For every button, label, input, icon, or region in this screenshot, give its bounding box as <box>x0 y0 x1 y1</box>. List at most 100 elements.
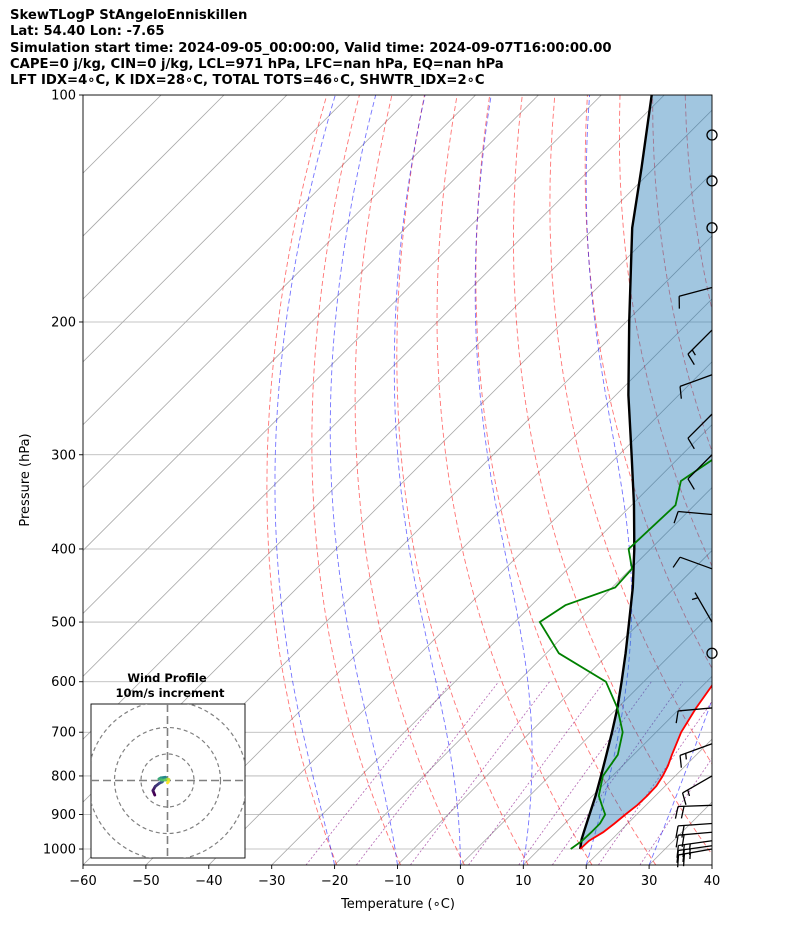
dry-adiabat-line <box>618 95 712 568</box>
barb-flag <box>681 825 685 838</box>
isotherm-line <box>334 487 712 865</box>
background-lines <box>83 95 794 865</box>
barb-flag <box>680 806 685 819</box>
stability-indices: CAPE=0 j/kg, CIN=0 j/kg, LCL=971 hPa, LF… <box>10 56 504 72</box>
wind-barb <box>674 804 713 819</box>
y-tick-label: 300 <box>51 448 76 463</box>
y-tick-label: 600 <box>51 675 76 690</box>
barb-flag <box>673 511 679 524</box>
chart-header: SkewTLogP StAngeloEnniskillen Lat: 54.40… <box>10 8 612 89</box>
x-tick-label: 30 <box>641 874 658 889</box>
barb-shaft <box>679 556 713 570</box>
x-tick-label: 10 <box>515 874 532 889</box>
mixing-ratio-line <box>551 681 684 865</box>
isotherm-line <box>711 864 712 865</box>
dry-adiabat-line <box>549 95 712 765</box>
dry-adiabat-line <box>718 95 794 865</box>
chart-title: SkewTLogP StAngeloEnniskillen <box>10 8 248 23</box>
y-axis-ticks: 100 200 300 400 500 600 700 800 900 1000 <box>43 89 83 858</box>
moist-adiabat-line <box>274 95 336 865</box>
station-coordinates: Lat: 54.40 Lon: -7.65 <box>10 24 165 40</box>
x-tick-label: 0 <box>456 874 464 889</box>
barb-flag <box>681 834 685 847</box>
cape-cin-shading <box>580 95 712 849</box>
isotherm-line <box>397 549 712 865</box>
hodograph-title: Wind Profile <box>127 671 207 685</box>
y-tick-label: 900 <box>51 808 76 823</box>
isotherm-line <box>460 612 712 865</box>
x-tick-label: −30 <box>258 874 285 889</box>
wind-barb <box>706 222 718 234</box>
thermodynamic-indices: LFT IDX=4∘C, K IDX=28∘C, TOTAL TOTS=46∘C… <box>10 73 485 89</box>
dry-adiabat-line <box>266 95 338 865</box>
hodograph-inset: Wind Profile 10m/s increment <box>90 671 246 859</box>
isotherm-line <box>83 95 413 426</box>
parcel-profile-line <box>579 95 653 850</box>
barb-shaft <box>678 286 713 297</box>
barb-shaft <box>682 775 713 794</box>
y-tick-label: 700 <box>51 726 76 741</box>
x-tick-label: −40 <box>195 874 222 889</box>
calm-wind-circle <box>706 647 718 659</box>
mixing-ratio-line <box>410 681 550 865</box>
isotherm-line <box>83 95 539 552</box>
barb-flag <box>674 806 679 819</box>
profile-lines <box>538 95 712 850</box>
barb-half-flag <box>685 753 687 760</box>
barb-half-flag <box>687 789 691 797</box>
barb-half-flag <box>691 597 699 601</box>
barb-flag <box>676 845 679 858</box>
cin-shading <box>580 95 712 849</box>
isotherm-line <box>523 675 712 865</box>
wind-barb <box>676 840 713 858</box>
dry-adiabat-line <box>750 95 794 865</box>
wind-barb <box>687 454 713 490</box>
barb-flag <box>679 386 682 399</box>
dry-adiabat-line <box>783 95 794 865</box>
barb-shaft <box>678 510 713 516</box>
moist-adiabat-line <box>585 95 633 865</box>
barb-shaft <box>677 804 713 808</box>
x-tick-label: −60 <box>69 874 96 889</box>
dry-adiabat-line <box>354 95 465 865</box>
y-axis-label: Pressure (hPa) <box>18 433 33 526</box>
wind-barb <box>706 175 718 187</box>
wind-barb <box>675 831 713 848</box>
barb-flag <box>675 710 679 724</box>
y-tick-label: 500 <box>51 616 76 631</box>
wind-barb <box>706 647 718 659</box>
barb-flag <box>682 853 686 867</box>
calm-wind-circle <box>706 129 718 141</box>
isotherm-line <box>83 95 602 614</box>
barb-shaft <box>679 743 713 756</box>
dry-adiabat-line <box>311 95 402 865</box>
barb-flag <box>675 835 679 848</box>
isotherm-line <box>145 298 712 865</box>
y-tick-label: 400 <box>51 542 76 557</box>
wind-barb <box>673 510 713 524</box>
barb-flag <box>679 755 682 768</box>
hodograph-subtitle: 10m/s increment <box>116 686 225 700</box>
barb-flag <box>687 437 695 450</box>
barb-half-flag <box>688 843 691 851</box>
isotherm-line <box>83 95 288 300</box>
mixing-ratio-line <box>598 700 712 865</box>
dry-adiabat-line <box>436 95 593 865</box>
barb-flag <box>687 353 695 366</box>
x-axis-label: Temperature (∘C) <box>340 897 455 912</box>
wind-barb <box>675 822 713 839</box>
y-tick-label: 800 <box>51 769 76 784</box>
wind-barb <box>678 286 713 309</box>
calm-wind-circle <box>706 222 718 234</box>
wind-barb <box>681 775 713 806</box>
x-tick-label: 40 <box>704 874 721 889</box>
wind-barb <box>687 413 713 450</box>
barb-shaft <box>687 413 713 439</box>
isotherm-line <box>83 95 225 237</box>
barb-shaft <box>679 374 713 388</box>
wind-barb <box>672 556 713 570</box>
barb-shaft <box>678 707 713 712</box>
x-tick-label: −10 <box>384 874 411 889</box>
barb-flag <box>672 556 681 568</box>
barb-half-flag <box>691 349 696 356</box>
